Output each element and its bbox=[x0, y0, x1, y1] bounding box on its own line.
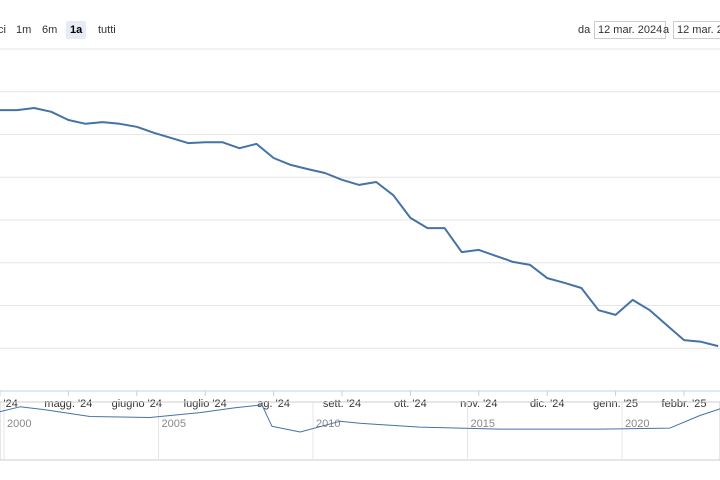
price-line bbox=[0, 107, 719, 348]
navigator-line bbox=[0, 404, 720, 433]
x-tick-label: ott. '24 bbox=[394, 398, 427, 410]
x-tick-label: luglio '24 bbox=[184, 398, 227, 410]
from-input[interactable]: 12 mar. 2024 bbox=[594, 21, 667, 39]
x-tick-label: sett. '24 bbox=[323, 398, 361, 410]
navigator-tick-label: 2015 bbox=[471, 418, 495, 430]
x-tick-label: dic. '24 bbox=[530, 398, 565, 410]
x-tick-label: ag. '24 bbox=[257, 398, 290, 410]
to-label: a bbox=[663, 24, 670, 36]
x-tick-label: genn. '25 bbox=[593, 398, 638, 410]
zoom-label: ci bbox=[0, 24, 6, 36]
x-tick-label: magg. '24 bbox=[44, 398, 92, 410]
navigator-tick-label: 2005 bbox=[162, 418, 186, 430]
navigator-frame bbox=[0, 401, 720, 461]
x-tick-label: giugno '24 bbox=[112, 398, 162, 410]
range-button[interactable]: 1m bbox=[16, 24, 32, 36]
to-input[interactable]: 12 mar. 2025 bbox=[673, 21, 720, 39]
navigator-tick-label: 2000 bbox=[7, 418, 31, 430]
range-button[interactable]: 6m bbox=[42, 24, 58, 36]
range-button[interactable]: 1a bbox=[66, 21, 87, 39]
x-tick-label: febbr. '25 bbox=[662, 398, 707, 410]
navigator-tick-label: 2020 bbox=[625, 418, 649, 430]
from-label: da bbox=[578, 24, 591, 36]
x-tick-label: nov. '24 bbox=[460, 398, 497, 410]
range-button[interactable]: tutti bbox=[98, 24, 116, 36]
